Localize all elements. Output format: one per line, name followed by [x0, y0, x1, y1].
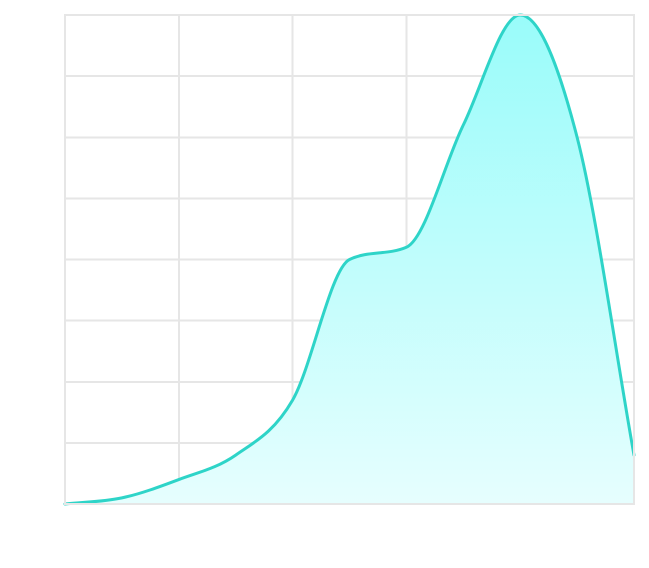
plot-border: [64, 14, 635, 505]
series-line: [63, 13, 636, 506]
